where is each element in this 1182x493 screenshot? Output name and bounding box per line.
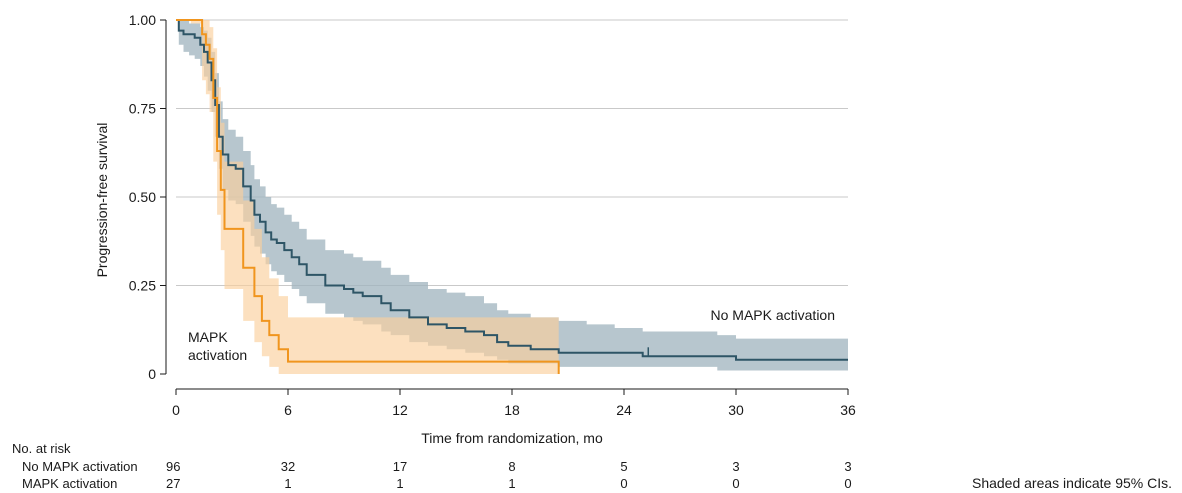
risk-count: 3	[732, 459, 739, 474]
grid-lines	[176, 19, 848, 286]
x-tick-label: 0	[172, 402, 180, 418]
y-tick-label: 0	[148, 366, 156, 382]
y-tick-label: 0.50	[129, 189, 156, 205]
risk-count: 8	[508, 459, 515, 474]
ci-bands	[176, 20, 848, 374]
risk-count: 96	[166, 459, 180, 474]
risk-table: No. at risk No MAPK activation MAPK acti…	[12, 441, 852, 491]
survival-curves	[176, 19, 848, 374]
risk-count: 27	[166, 476, 180, 491]
x-tick-label: 24	[616, 402, 632, 418]
y-axis-label: Progression-free survival	[94, 123, 110, 278]
risk-count: 0	[732, 476, 739, 491]
x-tick-label: 6	[284, 402, 292, 418]
ci-footnote: Shaded areas indicate 95% CIs.	[972, 475, 1172, 491]
x-tick-label: 12	[392, 402, 408, 418]
risk-count: 1	[284, 476, 291, 491]
risk-row-label: MAPK activation	[22, 476, 117, 491]
survival-line-no-mapk	[176, 19, 848, 361]
risk-table-title: No. at risk	[12, 441, 71, 456]
series-label-no-mapk: No MAPK activation	[711, 307, 836, 323]
risk-count: 5	[620, 459, 627, 474]
ci-band-mapk	[176, 20, 559, 374]
risk-count: 1	[508, 476, 515, 491]
risk-count: 32	[281, 459, 295, 474]
y-tick-label: 1.00	[129, 12, 156, 28]
series-label-mapk-line2: activation	[188, 347, 247, 363]
risk-count: 1	[396, 476, 403, 491]
risk-count: 0	[844, 476, 851, 491]
x-tick-label: 30	[728, 402, 744, 418]
series-label-mapk-line1: MAPK	[188, 329, 228, 345]
risk-count: 0	[620, 476, 627, 491]
risk-count: 3	[844, 459, 851, 474]
x-tick-label: 18	[504, 402, 520, 418]
y-tick-label: 0.75	[129, 101, 156, 117]
x-axis: 0 6 12 18 24 30 36	[172, 388, 856, 418]
x-axis-label: Time from randomization, mo	[421, 430, 603, 446]
risk-row-label: No MAPK activation	[22, 459, 138, 474]
y-tick-label: 0.25	[129, 278, 156, 294]
risk-count: 17	[393, 459, 407, 474]
y-axis: 0 0.25 0.50 0.75 1.00	[129, 12, 167, 382]
ci-band-no-mapk	[176, 20, 848, 371]
x-tick-label: 36	[840, 402, 856, 418]
survival-line-mapk	[176, 19, 560, 374]
